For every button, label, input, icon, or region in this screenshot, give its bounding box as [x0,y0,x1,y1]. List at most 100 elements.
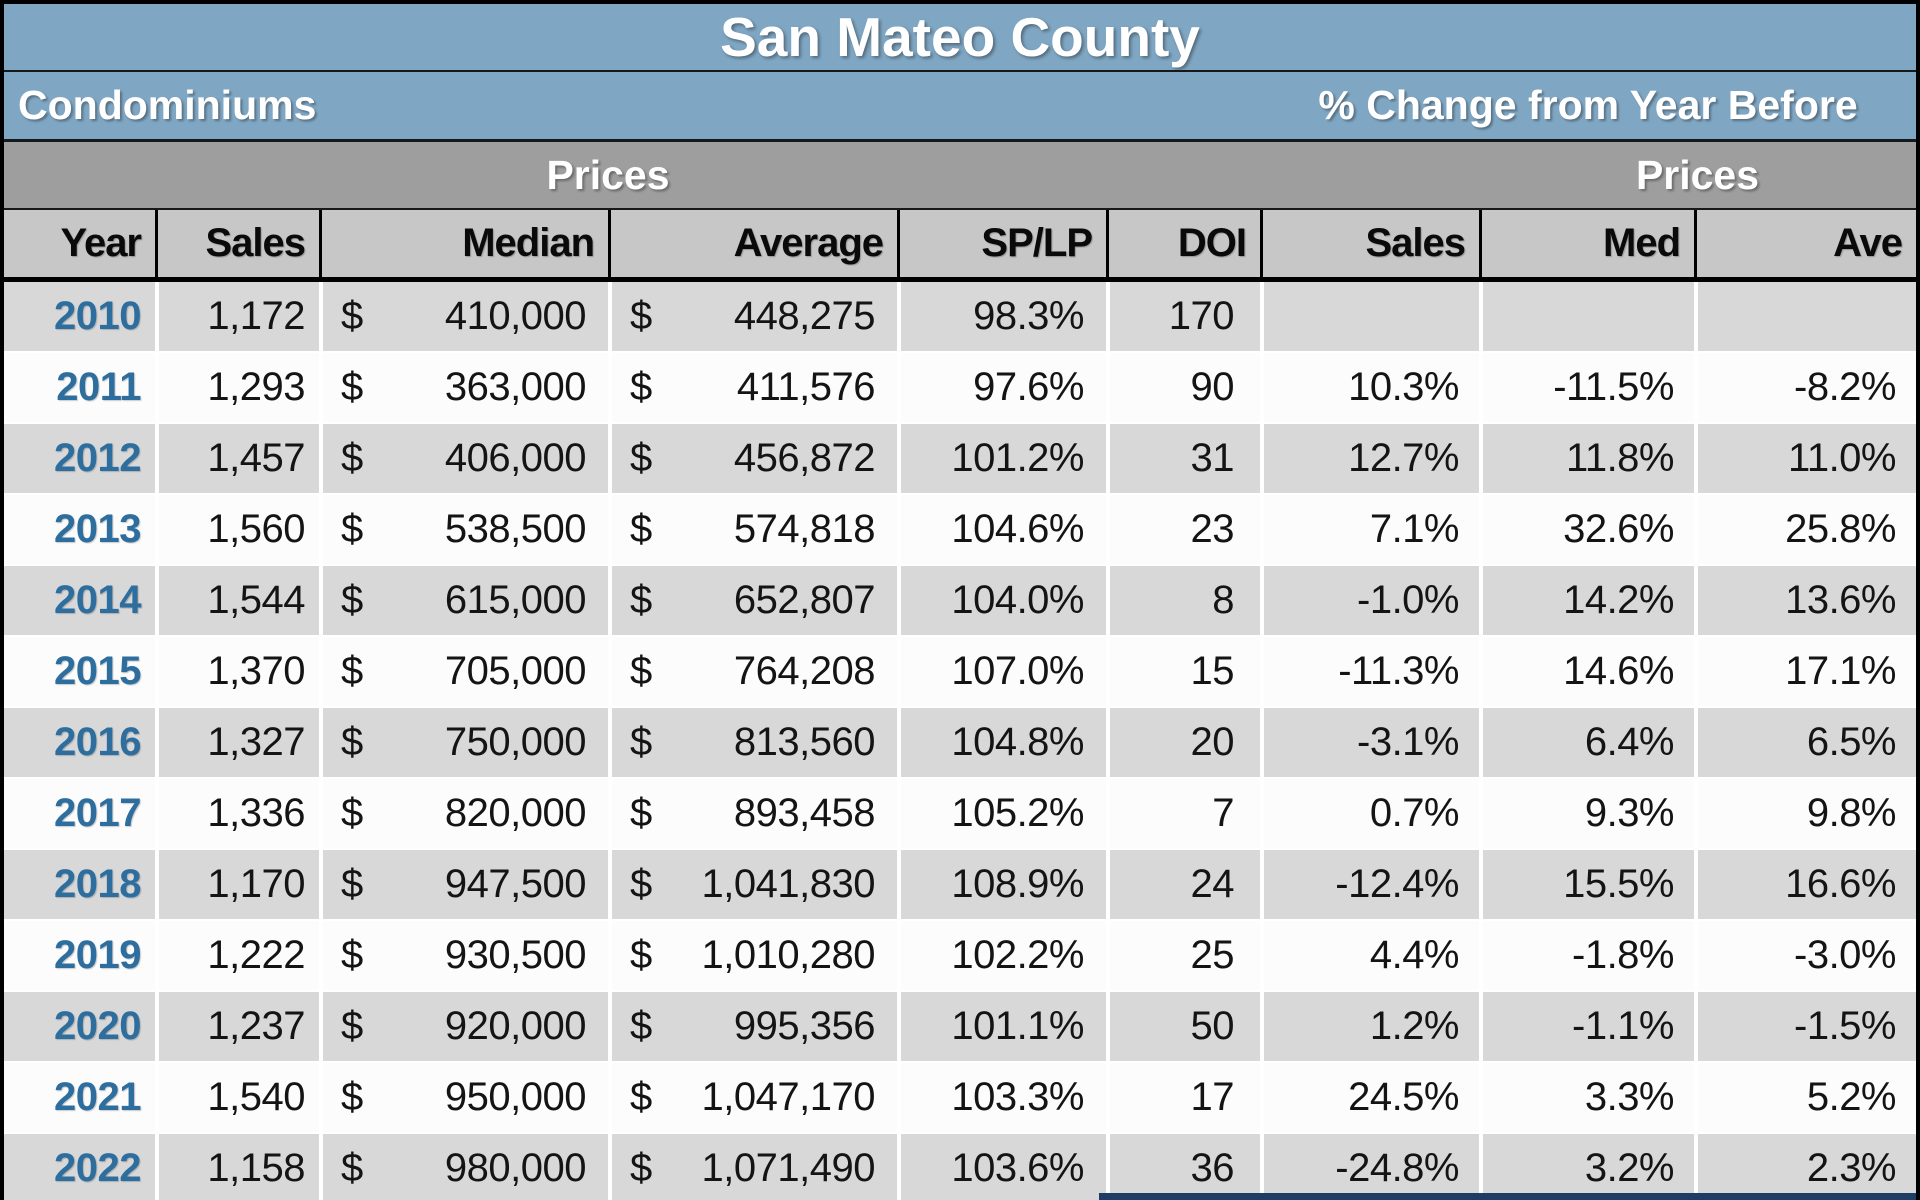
cell-doi[interactable]: 25 [1106,921,1260,990]
cell-ave-change[interactable]: 9.8% [1694,779,1916,848]
cell-sales-change[interactable]: -11.3% [1260,637,1479,706]
cell-med-change[interactable]: -1.1% [1479,992,1694,1061]
cell-year[interactable]: 2012 [54,436,141,480]
column-header-doi[interactable]: DOI [1106,210,1260,277]
cell-doi[interactable]: 17 [1106,1063,1260,1132]
cell-sales[interactable]: 1,327 [155,708,319,777]
cell-doi[interactable]: 50 [1106,992,1260,1061]
cell-ave-change[interactable]: 25.8% [1694,495,1916,564]
cell-doi[interactable]: 170 [1106,282,1260,351]
cell-sales-change[interactable]: -1.0% [1260,566,1479,635]
cell-sales-change[interactable]: 1.2% [1260,992,1479,1061]
cell-sales[interactable]: 1,370 [155,637,319,706]
cell-sp-lp[interactable]: 104.6% [897,495,1106,564]
cell-sales-change[interactable] [1260,282,1479,351]
cell-median[interactable]: $920,000 [319,992,608,1061]
column-header-sales[interactable]: Sales [155,210,319,277]
cell-doi[interactable]: 31 [1106,424,1260,493]
cell-doi[interactable]: 24 [1106,850,1260,919]
cell-ave-change[interactable]: 16.6% [1694,850,1916,919]
cell-median[interactable]: $410,000 [319,282,608,351]
cell-sp-lp[interactable]: 107.0% [897,637,1106,706]
cell-sales-change[interactable]: 24.5% [1260,1063,1479,1132]
cell-year[interactable]: 2021 [54,1075,141,1119]
cell-year[interactable]: 2010 [54,294,141,338]
cell-ave-change[interactable]: 13.6% [1694,566,1916,635]
cell-year[interactable]: 2022 [54,1146,141,1190]
cell-sales[interactable]: 1,457 [155,424,319,493]
cell-year[interactable]: 2017 [54,791,141,835]
cell-year[interactable]: 2014 [54,578,141,622]
cell-average[interactable]: $1,047,170 [608,1063,897,1132]
cell-year[interactable]: 2016 [54,720,141,764]
cell-average[interactable]: $995,356 [608,992,897,1061]
cell-average[interactable]: $652,807 [608,566,897,635]
column-header-sales-chg[interactable]: Sales [1260,210,1479,277]
cell-ave-change[interactable]: 6.5% [1694,708,1916,777]
cell-med-change[interactable]: 6.4% [1479,708,1694,777]
cell-doi[interactable]: 23 [1106,495,1260,564]
cell-sales-change[interactable]: 10.3% [1260,353,1479,422]
cell-sales-change[interactable]: -24.8% [1260,1134,1479,1200]
cell-average[interactable]: $1,041,830 [608,850,897,919]
cell-sp-lp[interactable]: 103.3% [897,1063,1106,1132]
cell-year[interactable]: 2019 [54,933,141,977]
cell-sp-lp[interactable]: 104.0% [897,566,1106,635]
cell-sp-lp[interactable]: 97.6% [897,353,1106,422]
cell-med-change[interactable]: 3.3% [1479,1063,1694,1132]
cell-ave-change[interactable]: 2.3% [1694,1134,1916,1200]
cell-sales-change[interactable]: 7.1% [1260,495,1479,564]
cell-med-change[interactable]: 15.5% [1479,850,1694,919]
cell-med-change[interactable]: 14.2% [1479,566,1694,635]
cell-average[interactable]: $1,071,490 [608,1134,897,1200]
cell-sp-lp[interactable]: 103.6% [897,1134,1106,1200]
column-header-ave-chg[interactable]: Ave [1694,210,1916,277]
cell-ave-change[interactable] [1694,282,1916,351]
cell-average[interactable]: $813,560 [608,708,897,777]
cell-doi[interactable]: 7 [1106,779,1260,848]
cell-ave-change[interactable]: -3.0% [1694,921,1916,990]
cell-sales[interactable]: 1,293 [155,353,319,422]
cell-median[interactable]: $820,000 [319,779,608,848]
cell-doi[interactable]: 8 [1106,566,1260,635]
cell-median[interactable]: $930,500 [319,921,608,990]
cell-med-change[interactable]: 9.3% [1479,779,1694,848]
cell-average[interactable]: $456,872 [608,424,897,493]
cell-ave-change[interactable]: 17.1% [1694,637,1916,706]
cell-year[interactable]: 2015 [54,649,141,693]
cell-med-change[interactable] [1479,282,1694,351]
cell-median[interactable]: $363,000 [319,353,608,422]
cell-sales[interactable]: 1,544 [155,566,319,635]
cell-med-change[interactable]: 11.8% [1479,424,1694,493]
cell-med-change[interactable]: -1.8% [1479,921,1694,990]
cell-sp-lp[interactable]: 101.2% [897,424,1106,493]
cell-sp-lp[interactable]: 102.2% [897,921,1106,990]
column-header-average[interactable]: Average [608,210,897,277]
cell-average[interactable]: $411,576 [608,353,897,422]
cell-sp-lp[interactable]: 101.1% [897,992,1106,1061]
cell-year[interactable]: 2018 [54,862,141,906]
cell-median[interactable]: $615,000 [319,566,608,635]
cell-med-change[interactable]: 3.2% [1479,1134,1694,1200]
cell-median[interactable]: $750,000 [319,708,608,777]
column-header-median[interactable]: Median [319,210,608,277]
cell-sales-change[interactable]: -3.1% [1260,708,1479,777]
cell-ave-change[interactable]: 11.0% [1694,424,1916,493]
cell-average[interactable]: $1,010,280 [608,921,897,990]
cell-med-change[interactable]: -11.5% [1479,353,1694,422]
cell-sp-lp[interactable]: 105.2% [897,779,1106,848]
cell-doi[interactable]: 15 [1106,637,1260,706]
cell-med-change[interactable]: 32.6% [1479,495,1694,564]
cell-sales-change[interactable]: 12.7% [1260,424,1479,493]
column-header-year[interactable]: Year [60,221,142,265]
cell-sales[interactable]: 1,222 [155,921,319,990]
column-header-sp-lp[interactable]: SP/LP [897,210,1106,277]
cell-year[interactable]: 2020 [54,1004,141,1048]
cell-sales[interactable]: 1,560 [155,495,319,564]
cell-sp-lp[interactable]: 108.9% [897,850,1106,919]
cell-sp-lp[interactable]: 104.8% [897,708,1106,777]
cell-median[interactable]: $406,000 [319,424,608,493]
cell-sales[interactable]: 1,158 [155,1134,319,1200]
cell-med-change[interactable]: 14.6% [1479,637,1694,706]
cell-average[interactable]: $764,208 [608,637,897,706]
